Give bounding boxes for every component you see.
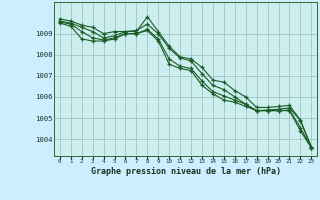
X-axis label: Graphe pression niveau de la mer (hPa): Graphe pression niveau de la mer (hPa)	[91, 167, 281, 176]
